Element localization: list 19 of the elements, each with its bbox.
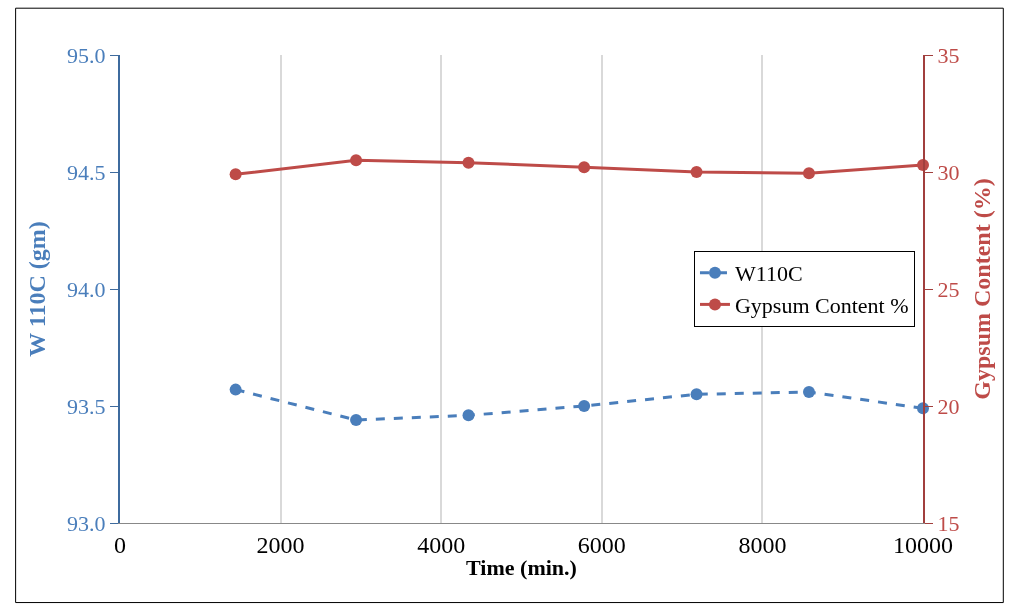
y-axis-title: W 110C (gm) xyxy=(23,221,50,357)
y-tick-label: 93.5 xyxy=(67,393,106,419)
x-tick-label: 0 xyxy=(114,531,126,558)
y-tick-label: 93.0 xyxy=(67,510,106,536)
legend-label: Gypsum Content % xyxy=(734,292,909,318)
x-tick-label: 4000 xyxy=(417,531,466,558)
x-tick-label: 6000 xyxy=(577,531,626,558)
y2-tick-label: 35 xyxy=(937,42,960,68)
y2-tick-label: 30 xyxy=(937,159,960,185)
legend-label: W110C xyxy=(734,261,803,287)
y2-tick-label: 20 xyxy=(937,393,960,419)
y-tick-label: 94.5 xyxy=(67,159,106,185)
x-tick-label: 8000 xyxy=(738,531,787,558)
y2-tick-label: 25 xyxy=(937,276,960,302)
x-tick-label: 2000 xyxy=(256,531,305,558)
y2-axis-title: Gypsum Content (%) xyxy=(969,178,996,400)
y-tick-label: 95.0 xyxy=(67,42,106,68)
y-tick-label: 94.0 xyxy=(67,276,106,302)
x-axis-title: Time (min.) xyxy=(466,554,577,580)
